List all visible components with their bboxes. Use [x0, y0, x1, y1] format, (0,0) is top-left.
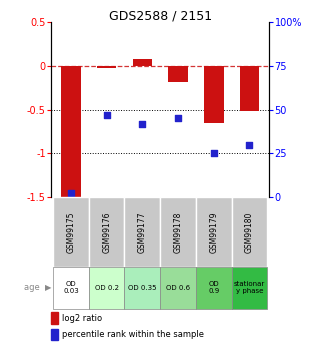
Point [175, 116, 180, 121]
Text: GSM99175: GSM99175 [67, 211, 76, 253]
Text: percentile rank within the sample: percentile rank within the sample [62, 330, 204, 339]
Bar [53, 197, 89, 267]
Bar [61, 66, 81, 201]
Text: GSM99179: GSM99179 [209, 211, 218, 253]
Bar [196, 197, 232, 267]
Bar [97, 66, 116, 68]
Text: age  ▶: age ▶ [24, 284, 51, 293]
Text: GSM99176: GSM99176 [102, 211, 111, 253]
Text: OD 0.35: OD 0.35 [128, 285, 156, 291]
Text: GSM99178: GSM99178 [174, 211, 183, 253]
Bar [160, 197, 196, 267]
Bar [196, 267, 232, 309]
Point [211, 150, 216, 156]
Text: GSM99180: GSM99180 [245, 211, 254, 253]
Bar [124, 267, 160, 309]
Text: GSM99177: GSM99177 [138, 211, 147, 253]
Point [104, 112, 109, 118]
Bar [232, 267, 267, 309]
Point [68, 191, 73, 196]
Point [247, 142, 252, 147]
Bar [124, 197, 160, 267]
Text: OD
0.03: OD 0.03 [63, 282, 79, 294]
Bar [160, 267, 196, 309]
Bar [53, 267, 89, 309]
Bar [51, 328, 58, 340]
Bar [239, 66, 259, 111]
Text: OD
0.9: OD 0.9 [208, 282, 219, 294]
Text: log2 ratio: log2 ratio [62, 314, 102, 323]
Bar [168, 66, 188, 82]
Bar [89, 267, 124, 309]
Title: GDS2588 / 2151: GDS2588 / 2151 [109, 9, 212, 22]
Bar [89, 197, 124, 267]
Text: OD 0.2: OD 0.2 [95, 285, 118, 291]
Text: OD 0.6: OD 0.6 [166, 285, 190, 291]
Bar [232, 197, 267, 267]
Point [140, 121, 145, 126]
Bar [51, 312, 58, 324]
Text: stationar
y phase: stationar y phase [234, 282, 265, 294]
Bar [132, 59, 152, 66]
Bar [204, 66, 224, 123]
